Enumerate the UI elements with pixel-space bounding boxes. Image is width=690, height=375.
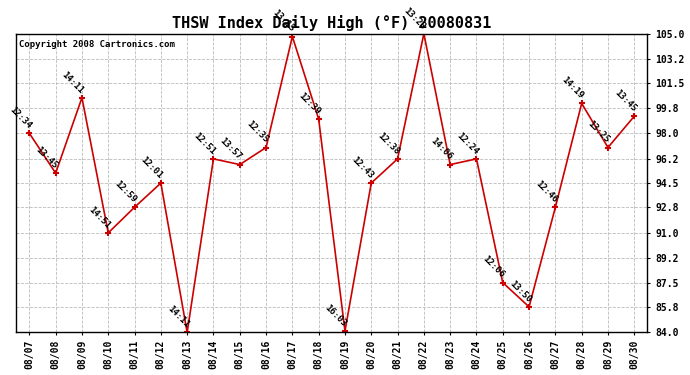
Text: 12:01: 12:01 [139,155,164,180]
Text: 14:51: 14:51 [86,205,112,230]
Text: 13:57: 13:57 [218,136,244,162]
Text: 12:35: 12:35 [244,119,270,145]
Text: 12:59: 12:59 [112,179,138,204]
Text: 14:11: 14:11 [166,304,190,330]
Text: 13:45: 13:45 [34,145,59,170]
Text: 12:24: 12:24 [455,131,480,156]
Text: 12:06: 12:06 [481,255,506,280]
Text: 13:15: 13:15 [270,8,296,34]
Text: 13:23: 13:23 [402,6,427,31]
Text: 12:51: 12:51 [192,131,217,156]
Text: 16:03: 16:03 [323,303,348,328]
Text: 13:50: 13:50 [507,279,533,304]
Text: 12:38: 12:38 [376,131,401,156]
Text: 12:43: 12:43 [349,155,375,180]
Text: 14:06: 14:06 [428,136,454,162]
Text: 12:34: 12:34 [8,105,33,130]
Text: 12:46: 12:46 [533,179,559,204]
Text: 13:25: 13:25 [586,119,611,145]
Text: 13:45: 13:45 [613,88,638,113]
Text: 14:19: 14:19 [560,75,585,100]
Text: 12:39: 12:39 [297,91,322,116]
Text: 14:11: 14:11 [60,70,86,95]
Text: Copyright 2008 Cartronics.com: Copyright 2008 Cartronics.com [19,40,175,49]
Title: THSW Index Daily High (°F) 20080831: THSW Index Daily High (°F) 20080831 [172,15,491,31]
